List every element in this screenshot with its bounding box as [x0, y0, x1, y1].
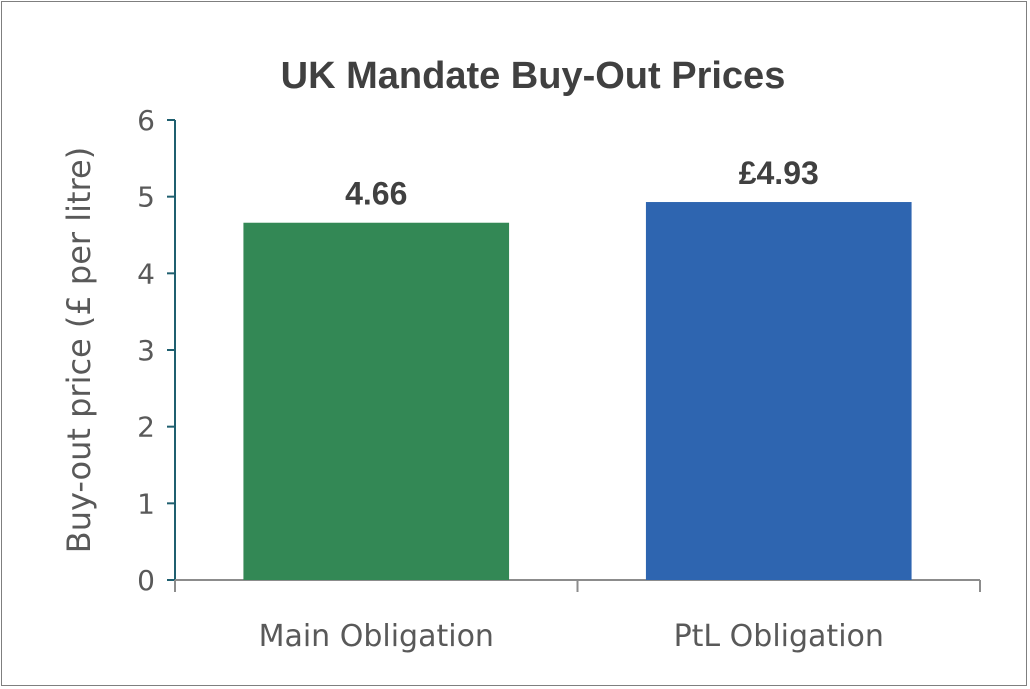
labels: 4.66 Main Obligation £4.93 PtL Obligation	[259, 155, 884, 654]
data-label: £4.93	[739, 155, 819, 191]
bar-1	[243, 222, 510, 580]
y-tick-label: 3	[137, 334, 155, 367]
bar-2	[645, 202, 912, 581]
bars	[243, 202, 912, 581]
y-tick-label: 2	[137, 411, 155, 444]
y-tick-label: 4	[137, 257, 155, 290]
chart-title: UK Mandate Buy-Out Prices	[281, 55, 786, 97]
category-label: PtL Obligation	[674, 619, 884, 654]
y-tick-label: 6	[137, 104, 155, 137]
y-tick-label: 5	[137, 181, 155, 214]
y-axis-label: Buy-out price (£ per litre)	[60, 147, 98, 553]
category-label: Main Obligation	[259, 619, 494, 654]
y-tick-label: 1	[137, 487, 155, 520]
data-label: 4.66	[345, 176, 407, 212]
y-tick-label: 0	[137, 564, 155, 597]
